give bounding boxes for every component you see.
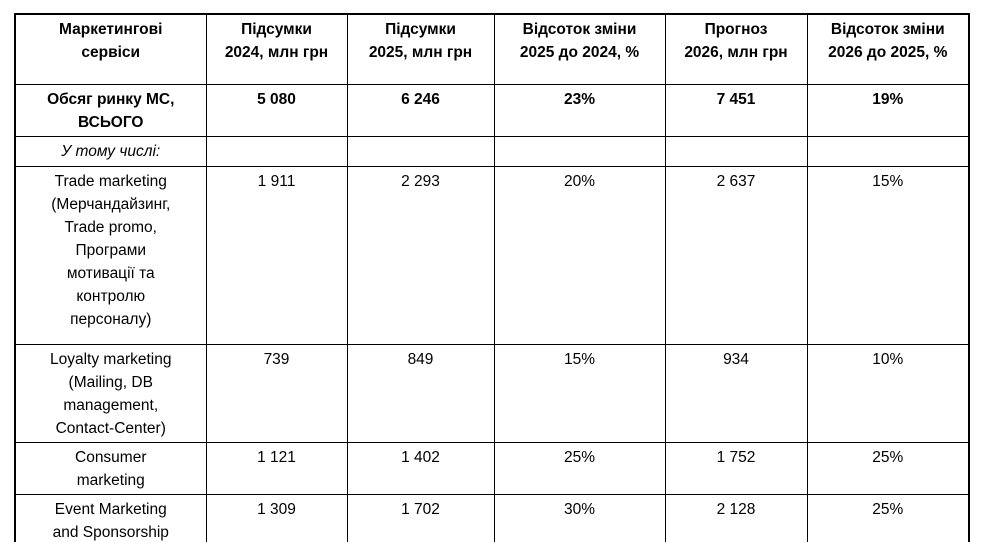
table-row-total: Обсяг ринку МС, ВСЬОГО 5 080 6 246 23% 7…	[14, 83, 970, 137]
table-cell: 1 402	[346, 441, 495, 495]
header-cell-results-2024: Підсумки 2024, млн грн	[205, 13, 348, 85]
table-cell: 20%	[493, 165, 666, 345]
table-cell: 15%	[806, 165, 970, 345]
table-row-including: У тому числі:	[14, 135, 970, 167]
table-cell: 1 121	[205, 441, 348, 495]
table-cell: 15%	[493, 343, 666, 443]
table-row-trade-marketing: Trade marketing (Мерчандайзинг, Trade pr…	[14, 165, 970, 345]
table-cell: 1 309	[205, 493, 348, 542]
table-cell	[493, 135, 666, 167]
header-cell-forecast-2026: Прогноз 2026, млн грн	[664, 13, 808, 85]
table-cell: 25%	[806, 493, 970, 542]
table-row-event-marketing: Event Marketing and Sponsorship 1 309 1 …	[14, 493, 970, 542]
table-cell: 2 293	[346, 165, 495, 345]
table-cell: 1 752	[664, 441, 808, 495]
table-cell: 6 246	[346, 83, 495, 137]
header-cell-results-2025: Підсумки 2025, млн грн	[346, 13, 495, 85]
row-label: Event Marketing and Sponsorship	[14, 493, 207, 542]
header-cell-change-2026-2025: Відсоток зміни 2026 до 2025, %	[806, 13, 970, 85]
row-label: Loyalty marketing (Mailing, DB managemen…	[14, 343, 207, 443]
table-cell	[205, 135, 348, 167]
table-cell: 2 128	[664, 493, 808, 542]
table-cell: 7 451	[664, 83, 808, 137]
header-cell-change-2025-2024: Відсоток зміни 2025 до 2024, %	[493, 13, 666, 85]
table-row-loyalty-marketing: Loyalty marketing (Mailing, DB managemen…	[14, 343, 970, 443]
row-label: Обсяг ринку МС, ВСЬОГО	[14, 83, 207, 137]
table-cell: 934	[664, 343, 808, 443]
row-label: Consumer marketing	[14, 441, 207, 495]
table-cell: 1 702	[346, 493, 495, 542]
table-cell: 30%	[493, 493, 666, 542]
table-cell	[346, 135, 495, 167]
table-cell: 23%	[493, 83, 666, 137]
table-cell: 25%	[806, 441, 970, 495]
table-cell: 25%	[493, 441, 666, 495]
table-row-consumer-marketing: Consumer marketing 1 121 1 402 25% 1 752…	[14, 441, 970, 495]
table-cell: 849	[346, 343, 495, 443]
marketing-services-table: Маркетингові сервіси Підсумки 2024, млн …	[14, 13, 970, 542]
row-label: У тому числі:	[14, 135, 207, 167]
table-cell: 2 637	[664, 165, 808, 345]
table-cell	[806, 135, 970, 167]
table-cell: 5 080	[205, 83, 348, 137]
header-cell-services: Маркетингові сервіси	[14, 13, 207, 85]
table-cell: 10%	[806, 343, 970, 443]
table-cell	[664, 135, 808, 167]
table-cell: 739	[205, 343, 348, 443]
table-cell: 19%	[806, 83, 970, 137]
row-label: Trade marketing (Мерчандайзинг, Trade pr…	[14, 165, 207, 345]
table-cell: 1 911	[205, 165, 348, 345]
header-row: Маркетингові сервіси Підсумки 2024, млн …	[14, 13, 970, 85]
